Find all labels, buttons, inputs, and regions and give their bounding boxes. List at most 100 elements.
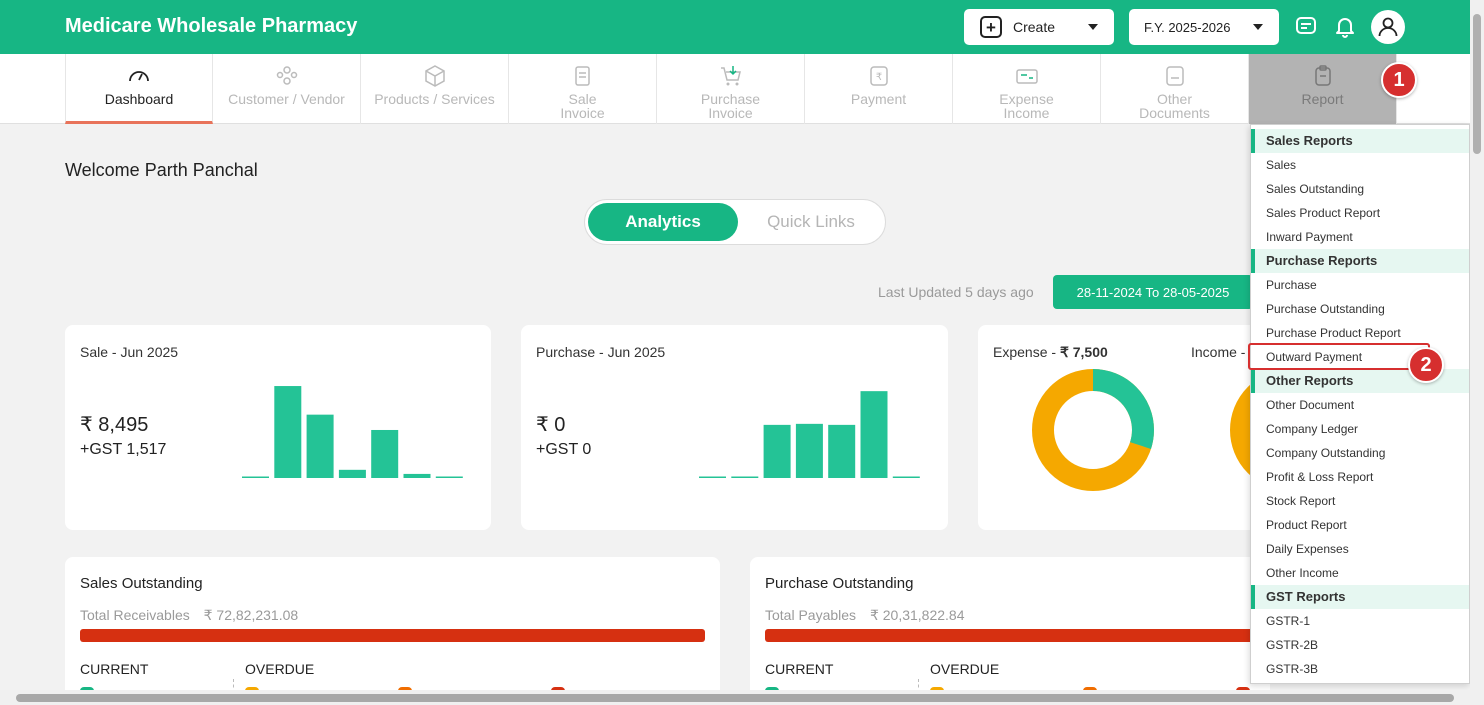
chevron-down-icon: [1088, 24, 1098, 30]
expense-value: ₹ 7,500: [1059, 344, 1108, 360]
expense-donut: [1032, 369, 1154, 491]
bar: [371, 429, 399, 478]
menu-item-purchase-product-report[interactable]: Purchase Product Report: [1266, 326, 1401, 340]
menu-item-profit-loss-report[interactable]: Profit & Loss Report: [1266, 470, 1374, 484]
payables-value: ₹ 20,31,822.84: [869, 607, 965, 623]
payables-bar: [765, 629, 1270, 642]
menu-item-gstr-3b[interactable]: GSTR-3B: [1266, 662, 1319, 676]
divider: [233, 679, 234, 693]
gauge-icon: [129, 71, 149, 82]
menu-item-company-outstanding[interactable]: Company Outstanding: [1266, 446, 1386, 460]
sale-invoice-icon: [574, 66, 590, 86]
plus-icon: +: [980, 16, 1002, 38]
menu-item-daily-expenses[interactable]: Daily Expenses: [1266, 542, 1349, 556]
users-icon: [276, 66, 297, 85]
menu-item-company-ledger[interactable]: Company Ledger: [1266, 422, 1359, 436]
scroll-thumb[interactable]: [16, 694, 1454, 702]
card-title: Purchase - Jun 2025: [536, 344, 666, 360]
chevron-down-icon: [1253, 24, 1263, 30]
menu-item-sales[interactable]: Sales: [1266, 158, 1297, 172]
menu-item-sales-product-report[interactable]: Sales Product Report: [1266, 206, 1381, 220]
nav-label: Purchase: [700, 91, 761, 107]
bar: [306, 414, 334, 478]
nav-label: Invoice: [560, 105, 605, 121]
box-icon: [424, 65, 445, 87]
menu-item-other-document[interactable]: Other Document: [1266, 398, 1355, 412]
menu-item-purchase-outstanding[interactable]: Purchase Outstanding: [1266, 302, 1385, 316]
menu-item-stock-report[interactable]: Stock Report: [1266, 494, 1336, 508]
bar: [435, 476, 463, 478]
svg-text:₹: ₹: [875, 72, 881, 83]
bar: [860, 391, 888, 478]
horizontal-scrollbar[interactable]: [0, 690, 1470, 705]
nav-label: Customer / Vendor: [228, 91, 345, 107]
create-label: Create: [1013, 19, 1056, 35]
payables-label: Total Payables: [765, 607, 857, 623]
sale-card: Sale - Jun 2025 ₹ 8,495 +GST 1,517: [65, 325, 491, 530]
nav-label: Dashboard: [104, 91, 174, 107]
nav-report[interactable]: Report: [1249, 54, 1397, 124]
fiscal-year-select[interactable]: F.Y. 2025-2026: [1129, 9, 1279, 45]
rupee-doc-icon: ₹: [869, 66, 888, 86]
nav-label: Invoice: [708, 105, 753, 121]
cart-icon: [720, 66, 741, 86]
bar: [795, 423, 823, 478]
overdue-label: OVERDUE: [930, 661, 1000, 677]
sales-outstanding-card: Sales Outstanding Total Receivables ₹ 72…: [65, 557, 720, 697]
nav-label: Sale: [568, 91, 597, 107]
bar: [892, 476, 920, 478]
menu-item-gstr-1[interactable]: GSTR-1: [1266, 614, 1311, 628]
sale-bar-chart: [242, 386, 463, 478]
tab-quick-links[interactable]: Quick Links: [767, 212, 855, 231]
menu-header-gst-reports: GST Reports: [1251, 585, 1469, 609]
bell-icon[interactable]: [1333, 14, 1357, 38]
nav-customer-vendor[interactable]: Customer / Vendor: [213, 54, 361, 124]
receivables-label: Total Receivables: [80, 607, 190, 623]
income-donut: [1230, 370, 1278, 490]
menu-item-inward-payment[interactable]: Inward Payment: [1266, 230, 1353, 244]
menu-item-gstr-2b[interactable]: GSTR-2B: [1266, 638, 1319, 652]
nav-label: Payment: [850, 91, 907, 107]
menu-item-other-income[interactable]: Other Income: [1266, 566, 1339, 580]
nav-sale-invoice[interactable]: Sale Invoice: [509, 54, 657, 124]
bar: [242, 476, 269, 478]
top-bar: Medicare Wholesale Pharmacy + Create F.Y…: [0, 0, 1470, 54]
total-payables: Total Payables ₹ 20,31,822.84: [765, 607, 965, 624]
welcome-text: Welcome Parth Panchal: [65, 160, 258, 180]
nav-purchase-invoice[interactable]: Purchase Invoice: [657, 54, 805, 124]
step-badge-1: 1: [1381, 62, 1417, 98]
expense-prefix: Expense -: [993, 344, 1060, 360]
nav-label: Other: [1156, 91, 1192, 107]
scroll-thumb[interactable]: [1473, 14, 1481, 154]
divider: [918, 679, 919, 693]
nav-payment[interactable]: ₹ Payment: [805, 54, 953, 124]
nav-dashboard[interactable]: Dashboard: [65, 54, 213, 124]
purchase-card: Purchase - Jun 2025 ₹ 0 +GST 0: [521, 325, 948, 530]
menu-item-purchase[interactable]: Purchase: [1266, 278, 1317, 292]
menu-item-outward-payment[interactable]: Outward Payment: [1266, 350, 1363, 364]
document-icon: [1165, 66, 1184, 86]
fiscal-year-label: F.Y. 2025-2026: [1144, 19, 1231, 35]
menu-item-sales-outstanding[interactable]: Sales Outstanding: [1266, 182, 1365, 196]
menu-item-product-report[interactable]: Product Report: [1266, 518, 1347, 532]
create-button[interactable]: + Create: [964, 9, 1114, 45]
brand-title: Medicare Wholesale Pharmacy: [65, 15, 358, 37]
expense-icon: [1015, 69, 1038, 84]
avatar[interactable]: [1371, 10, 1405, 44]
purchase-amount: ₹ 0: [536, 414, 566, 436]
bar: [338, 469, 366, 478]
nav-expense-income[interactable]: Expense Income: [953, 54, 1101, 124]
nav-label: Products / Services: [374, 91, 495, 107]
view-toggle: Analytics Quick Links: [584, 199, 886, 245]
bar: [403, 473, 431, 478]
highlight-box: [1248, 343, 1430, 370]
vertical-scrollbar[interactable]: [1470, 0, 1484, 705]
chat-icon[interactable]: [1294, 14, 1318, 38]
date-range-button[interactable]: 28-11-2024 To 28-05-2025: [1053, 275, 1253, 309]
tab-analytics[interactable]: Analytics: [588, 203, 738, 241]
expense-card: Expense - ₹ 7,500 Income -: [978, 325, 1278, 530]
nav-other-documents[interactable]: Other Documents: [1101, 54, 1249, 124]
nav-products-services[interactable]: Products / Services: [361, 54, 509, 124]
menu-header-sales-reports: Sales Reports: [1251, 129, 1469, 153]
bar: [699, 476, 726, 478]
